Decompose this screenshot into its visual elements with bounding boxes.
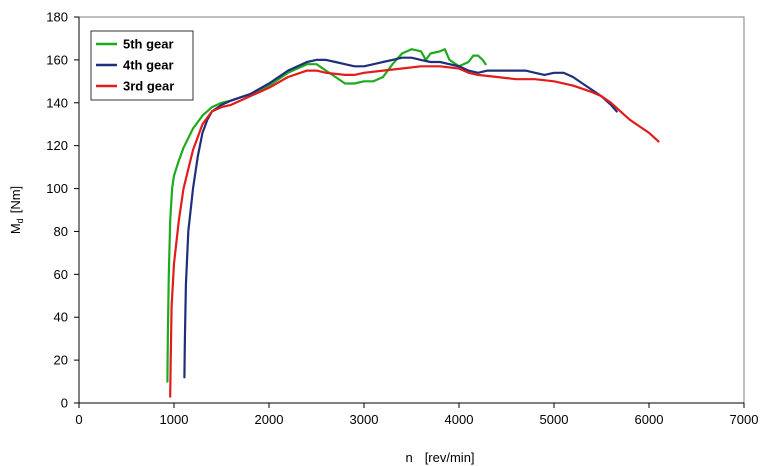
- x-tick-label: 6000: [635, 412, 664, 427]
- y-tick-label: 40: [54, 310, 68, 325]
- x-tick-label: 0: [75, 412, 82, 427]
- x-tick-label: 2000: [255, 412, 284, 427]
- y-tick-label: 100: [46, 181, 68, 196]
- x-axis-ticks: 0 1000 2000 3000 4000 5000 6000 7000: [75, 403, 758, 427]
- x-axis-variable: n: [405, 450, 412, 465]
- legend-items: 5th gear 4th gear 3rd gear: [96, 37, 174, 94]
- legend-label: 4th gear: [123, 58, 174, 73]
- axes: 0 1000 2000 3000 4000 5000 6000 7000 0 20 40 60 80 1…: [46, 10, 758, 428]
- series-line-1: [166, 48, 487, 383]
- x-tick-label: 7000: [730, 412, 759, 427]
- y-tick-label: 160: [46, 52, 68, 67]
- x-axis-title: n [rev/min]: [405, 450, 474, 465]
- x-tick-label: 5000: [540, 412, 569, 427]
- legend-item-3: 3rd gear: [96, 79, 174, 94]
- y-axis-unit: [Nm]: [8, 186, 23, 213]
- x-axis-unit: [rev/min]: [425, 450, 475, 465]
- y-tick-label: 120: [46, 138, 68, 153]
- y-tick-label: 0: [61, 396, 68, 411]
- x-tick-label: 1000: [160, 412, 189, 427]
- legend: 5th gear 4th gear 3rd gear: [90, 30, 194, 101]
- legend-item-2: 4th gear: [96, 58, 174, 73]
- series-lines: [166, 48, 660, 398]
- y-axis-variable: M: [8, 223, 23, 234]
- y-tick-label: 60: [54, 267, 68, 282]
- y-axis-subscript: d: [15, 218, 25, 223]
- x-tick-label: 4000: [445, 412, 474, 427]
- y-tick-label: 20: [54, 353, 68, 368]
- y-tick-label: 80: [54, 224, 68, 239]
- x-tick-label: 3000: [350, 412, 379, 427]
- legend-label: 5th gear: [123, 37, 174, 52]
- y-axis-ticks: 0 20 40 60 80 100 120 140 160 180: [46, 10, 79, 411]
- y-tick-label: 180: [46, 10, 68, 25]
- y-tick-label: 140: [46, 95, 68, 110]
- legend-label: 3rd gear: [123, 79, 174, 94]
- y-axis-title: Md [Nm]: [8, 186, 25, 234]
- series-line-3: [169, 65, 660, 398]
- legend-item-1: 5th gear: [96, 37, 174, 52]
